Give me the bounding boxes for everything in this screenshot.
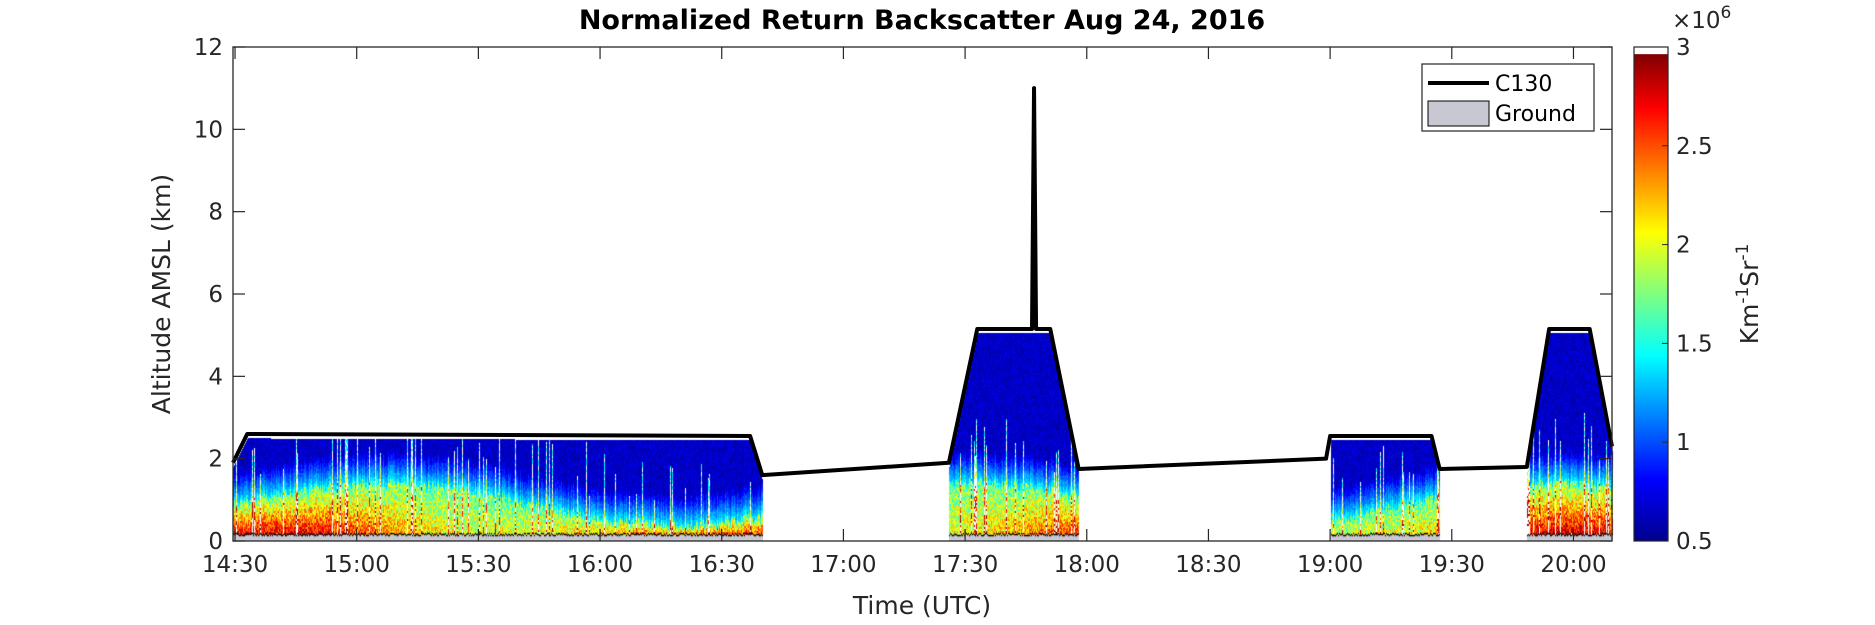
y-tick-label: 4 [208, 364, 223, 390]
plot-frame [232, 46, 1613, 542]
x-tick-label: 17:00 [810, 552, 876, 578]
y-axis-label: Altitude AMSL (km) [147, 174, 176, 414]
legend-ground-patch [1427, 100, 1490, 127]
x-tick-label: 20:00 [1540, 552, 1606, 578]
c130-track-line [231, 86, 1614, 478]
x-tick-label: 18:00 [1054, 552, 1120, 578]
colorbar-tick-label: 1 [1676, 430, 1691, 456]
c130-track-layer [231, 86, 1614, 478]
colorbar-label: Km-1Sr-1 [1733, 244, 1764, 345]
y-tick-label: 6 [208, 282, 223, 308]
x-tick-label: 17:30 [932, 552, 998, 578]
colorbar-gradient [1633, 46, 1669, 542]
x-tick-label: 19:00 [1297, 552, 1363, 578]
y-tick-label: 12 [194, 35, 223, 61]
x-tick-label: 19:30 [1419, 552, 1485, 578]
colorbar-tick-label: 2.5 [1676, 134, 1713, 160]
colorbar-tick-label: 3 [1676, 35, 1691, 61]
legend: C130 Ground [1421, 63, 1595, 132]
legend-ground-label: Ground [1495, 102, 1576, 127]
y-ticks: 0 2 4 6 8 10 12 [194, 35, 1612, 555]
colorbar-multiplier: ×106 [1672, 3, 1731, 34]
colorbar: 0.5 1 1.5 2 2.5 3 ×106 Km-1Sr-1 [1633, 3, 1764, 555]
x-tick-label: 16:00 [567, 552, 633, 578]
colorbar-tick-label: 0.5 [1676, 529, 1713, 555]
colorbar-tick-label: 2 [1676, 233, 1691, 259]
x-tick-label: 14:30 [202, 552, 268, 578]
legend-c130-label: C130 [1495, 72, 1552, 97]
x-tick-label: 15:30 [445, 552, 511, 578]
x-ticks: 14:30 15:00 15:30 16:00 16:30 17:00 17:30 18:00… [202, 47, 1607, 578]
x-tick-label: 16:30 [689, 552, 755, 578]
y-tick-label: 8 [208, 200, 223, 226]
y-tick-label: 10 [194, 117, 223, 143]
x-tick-label: 18:30 [1175, 552, 1241, 578]
x-tick-label: 15:00 [324, 552, 390, 578]
y-tick-label: 0 [208, 529, 223, 555]
chart-title: Normalized Return Backscatter Aug 24, 20… [579, 5, 1265, 36]
x-axis-label: Time (UTC) [852, 591, 991, 620]
colorbar-ticks: 0.5 1 1.5 2 2.5 3 [1662, 35, 1713, 555]
y-tick-label: 2 [208, 447, 223, 473]
colorbar-tick-label: 1.5 [1676, 331, 1713, 357]
